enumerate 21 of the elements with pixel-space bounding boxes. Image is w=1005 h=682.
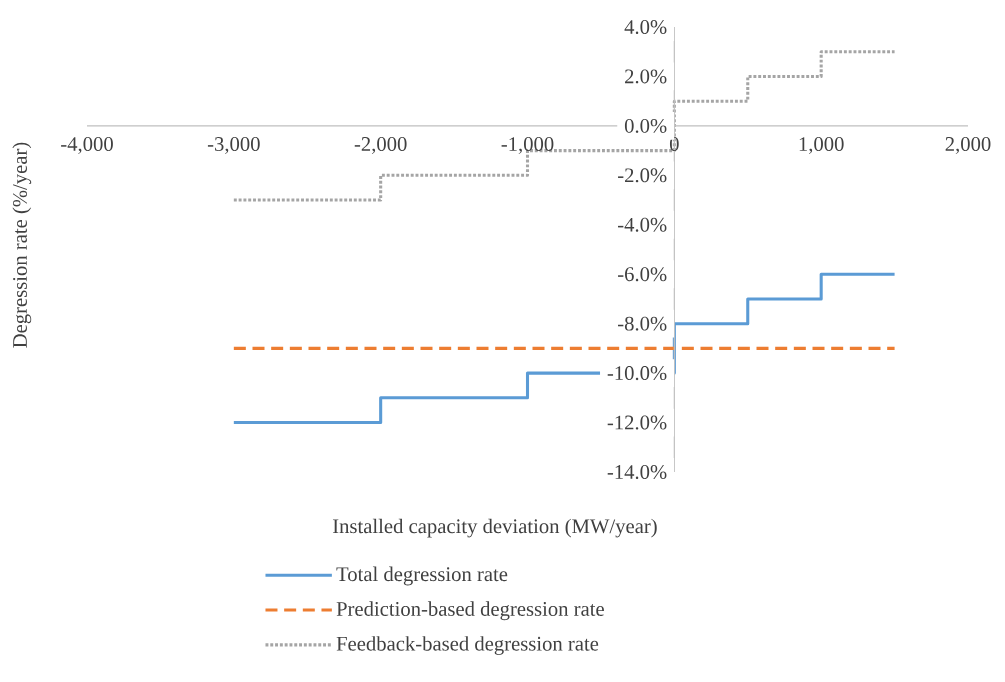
x-tick-label: 2,000	[945, 137, 991, 154]
y-tick-label: 2.0%	[625, 69, 667, 84]
x-tick-label: -4,000	[61, 137, 113, 154]
y-tick-label: -8.0%	[618, 316, 667, 331]
legend-label: Feedback-based degression rate	[336, 636, 599, 655]
y-tick-label: 4.0%	[624, 19, 667, 35]
y-tick-label: -6.0%	[618, 267, 667, 282]
legend-label: Prediction-based degression rate	[336, 601, 604, 621]
legend-label: Total degression rate	[336, 566, 508, 586]
x-axis-title: Installed capacity deviation (MW/year)	[332, 518, 657, 538]
x-tick-label: -3,000	[207, 137, 260, 154]
x-tick-label: -1,000	[501, 137, 554, 154]
x-tick-label: -2,000	[354, 137, 407, 154]
y-tick-label: 0.0%	[624, 118, 667, 133]
y-tick-label: -14.0%	[607, 464, 667, 480]
y-axis-title: Degression rate (%/year)	[12, 142, 32, 348]
y-tick-label: -10.0%	[607, 366, 667, 381]
y-tick-label: -2.0%	[618, 168, 667, 183]
y-tick-label: -4.0%	[618, 217, 667, 232]
x-tick-label: 1,000	[799, 137, 844, 154]
y-tick-label: -12.0%	[607, 415, 667, 430]
